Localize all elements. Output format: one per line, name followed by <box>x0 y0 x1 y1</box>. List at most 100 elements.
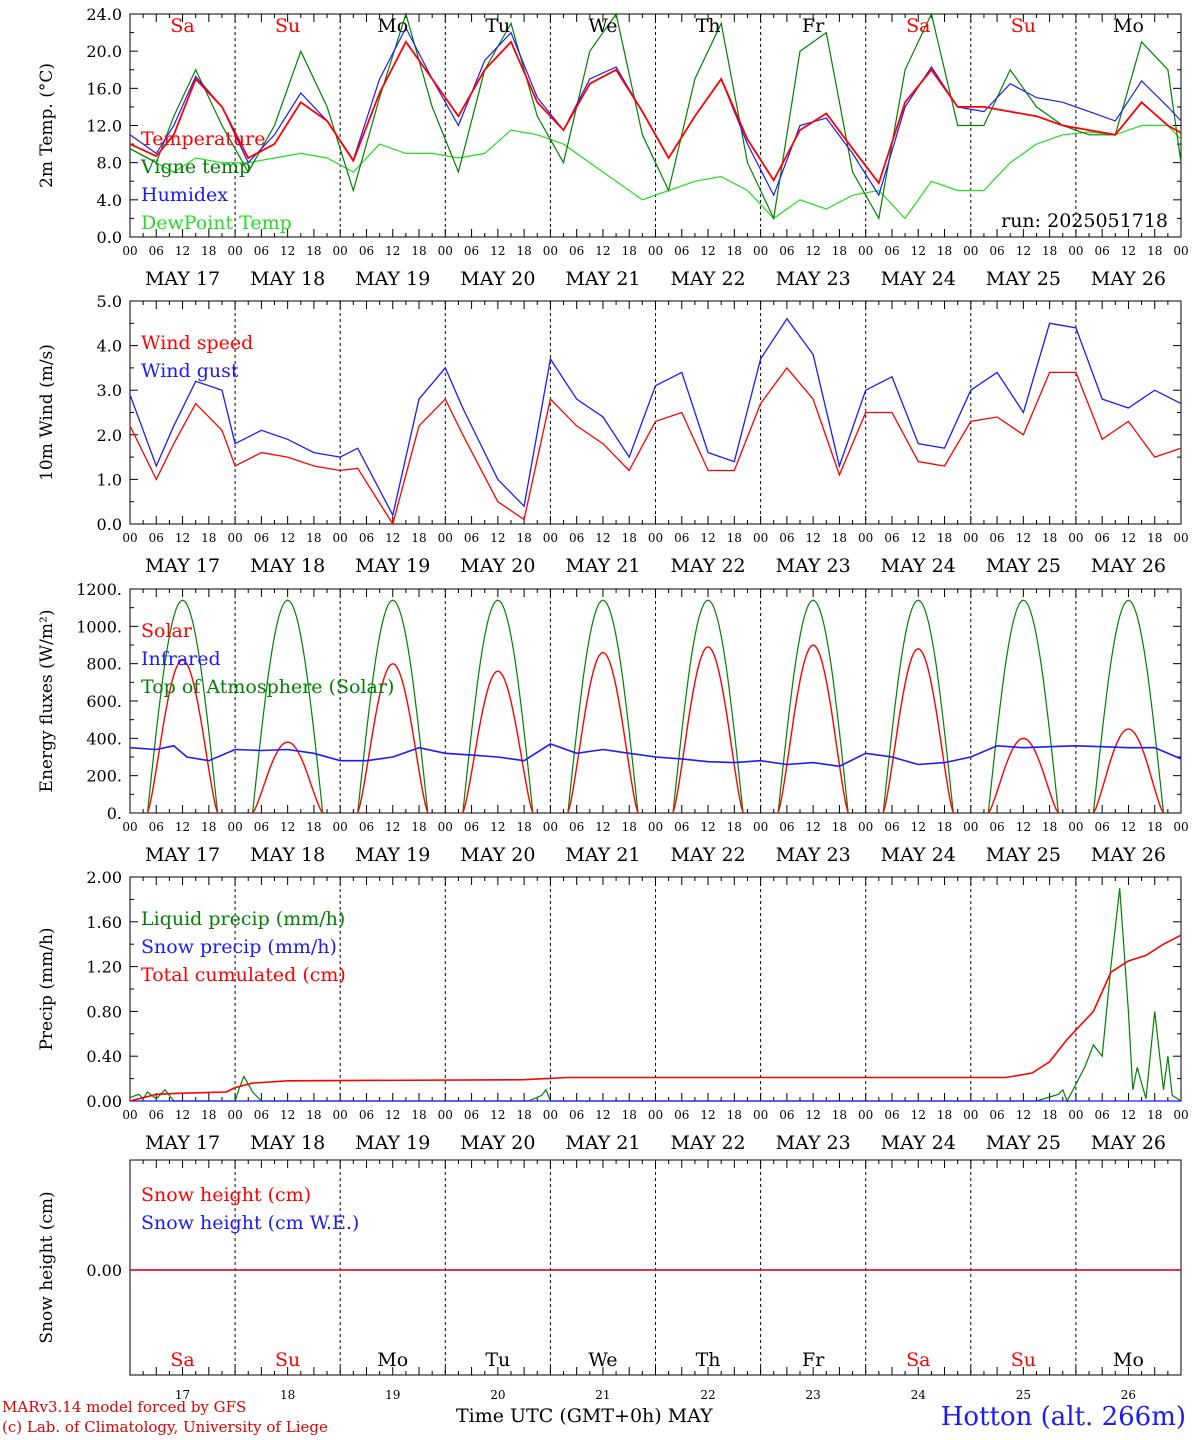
hour-tick-label: 12 <box>1016 820 1031 834</box>
day-label: MAY 26 <box>1091 844 1166 866</box>
day-number-label: 18 <box>280 1388 295 1402</box>
y-tick-label: 5.0 <box>97 292 122 311</box>
solar-curve <box>672 646 744 814</box>
series-line-wind-gust <box>129 317 1182 517</box>
hour-tick-label: 06 <box>359 244 374 258</box>
day-number-label: 26 <box>1121 1388 1136 1402</box>
weekday-label: Su <box>275 1349 300 1371</box>
y-tick-label: 4.0 <box>97 191 122 210</box>
day-number-label: 21 <box>595 1388 610 1402</box>
hour-tick-label: 06 <box>464 820 479 834</box>
weekday-label: Sa <box>906 1349 930 1371</box>
y-axis-label: Energy fluxes (W/m²) <box>37 610 57 793</box>
hour-tick-label: 12 <box>385 1108 400 1122</box>
day-label: MAY 20 <box>460 555 535 577</box>
day-label: MAY 20 <box>460 844 535 866</box>
toa-solar-curve <box>462 599 534 814</box>
hour-tick-label: 12 <box>385 244 400 258</box>
y-tick-label: 1200. <box>76 580 122 599</box>
day-number-label: 17 <box>175 1388 190 1402</box>
hour-tick-label: 18 <box>832 244 847 258</box>
hour-tick-label: 18 <box>622 531 637 545</box>
toa-solar-curve <box>672 599 744 814</box>
toa-solar-curve <box>567 599 639 814</box>
hour-tick-label: 18 <box>1147 820 1162 834</box>
hour-tick-label: 12 <box>595 1108 610 1122</box>
hour-tick-label: 06 <box>989 1108 1004 1122</box>
hour-tick-label: 06 <box>569 1108 584 1122</box>
hour-tick-label: 12 <box>1121 244 1136 258</box>
hour-tick-label: 12 <box>1121 1108 1136 1122</box>
hour-tick-label: 00 <box>438 531 453 545</box>
y-tick-label: 200. <box>86 767 122 786</box>
hour-tick-label: 00 <box>438 820 453 834</box>
toa-solar-curve <box>777 599 849 814</box>
y-tick-label: 20.0 <box>86 42 122 61</box>
x-axis-title: Time UTC (GMT+0h) MAY <box>456 1405 713 1427</box>
lab-credit: (c) Lab. of Climatology, University of L… <box>2 1418 328 1436</box>
hour-tick-label: 18 <box>411 820 426 834</box>
hour-tick-label: 06 <box>884 244 899 258</box>
solar-curve <box>1092 728 1165 814</box>
series-line-wind-speed <box>129 366 1182 526</box>
run-annotation: run: 2025051718 <box>1001 210 1168 232</box>
hour-tick-label: 12 <box>806 1108 821 1122</box>
day-number-label: 22 <box>700 1388 715 1402</box>
legend-entry: Total cumulated (cm) <box>141 964 346 986</box>
hour-tick-label: 06 <box>674 244 689 258</box>
solar-curve <box>146 659 219 814</box>
hour-tick-label: 18 <box>201 531 216 545</box>
day-label: MAY 24 <box>881 268 956 290</box>
hour-tick-label: 12 <box>806 531 821 545</box>
legend-entry: DewPoint Temp <box>141 212 292 234</box>
hour-tick-label: 18 <box>622 244 637 258</box>
y-tick-label: 1.20 <box>86 958 122 977</box>
day-number-label: 24 <box>911 1388 927 1402</box>
day-label: MAY 19 <box>355 1132 430 1154</box>
hour-tick-label: 06 <box>149 531 164 545</box>
hour-tick-label: 12 <box>175 531 190 545</box>
hour-tick-label: 18 <box>1147 244 1162 258</box>
weekday-label: We <box>588 1349 617 1371</box>
day-label: MAY 23 <box>776 555 851 577</box>
hour-tick-label: 06 <box>464 531 479 545</box>
hour-tick-label: 00 <box>753 531 768 545</box>
hour-tick-label: 06 <box>989 244 1004 258</box>
hour-tick-label: 06 <box>779 244 794 258</box>
y-tick-label: 0.00 <box>86 1261 122 1280</box>
solar-curve <box>462 670 534 814</box>
hour-tick-label: 18 <box>622 1108 637 1122</box>
weekday-label: Su <box>1011 1349 1036 1371</box>
hour-tick-label: 06 <box>569 820 584 834</box>
weekday-label: Sa <box>906 15 930 37</box>
hour-tick-label: 12 <box>385 820 400 834</box>
y-tick-label: 0.40 <box>86 1047 122 1066</box>
day-number-label: 20 <box>490 1388 505 1402</box>
hour-tick-label: 18 <box>306 244 321 258</box>
hour-tick-label: 06 <box>1095 531 1110 545</box>
hour-tick-label: 12 <box>1016 1108 1031 1122</box>
weekday-label: Tu <box>485 15 510 37</box>
hour-tick-label: 00 <box>753 820 768 834</box>
weekday-label: Fr <box>802 1349 825 1371</box>
toa-solar-curve <box>252 599 324 814</box>
y-tick-label: 2.00 <box>86 868 122 887</box>
day-number-label: 19 <box>385 1388 400 1402</box>
hour-tick-label: 18 <box>832 820 847 834</box>
y-tick-label: 600. <box>86 692 122 711</box>
legend-entry: Wind speed <box>141 332 253 354</box>
toa-solar-curve <box>146 599 219 814</box>
hour-tick-label: 06 <box>779 820 794 834</box>
hour-tick-label: 06 <box>359 531 374 545</box>
hour-tick-label: 00 <box>963 1108 978 1122</box>
toa-solar-curve <box>1092 599 1165 814</box>
hour-tick-label: 12 <box>806 244 821 258</box>
day-label: MAY 17 <box>145 844 220 866</box>
day-number-label: 25 <box>1016 1388 1031 1402</box>
hour-tick-label: 06 <box>254 820 269 834</box>
hour-tick-label: 18 <box>411 244 426 258</box>
hour-tick-label: 12 <box>280 1108 295 1122</box>
hour-tick-label: 00 <box>963 244 978 258</box>
hour-tick-label: 06 <box>674 1108 689 1122</box>
hour-tick-label: 06 <box>254 531 269 545</box>
